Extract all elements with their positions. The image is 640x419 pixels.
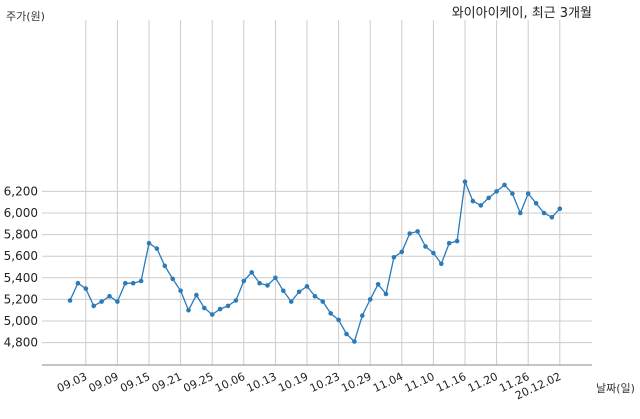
y-axis-label: 주가(원): [6, 10, 45, 23]
x-tick-label: 10.06: [213, 370, 247, 395]
data-point: [383, 291, 389, 297]
x-tick-label: 10.19: [276, 370, 310, 395]
x-tick-label: 11.20: [466, 370, 500, 395]
data-point: [462, 179, 468, 184]
x-tick-label: 09.25: [181, 370, 215, 395]
y-axis-tick-labels: 4,800 5,000 5,200 5,400 5,600 5,800 6,000 6,200: [4, 184, 38, 349]
data-point: [510, 191, 515, 196]
y-tick-label: 5,200: [4, 292, 38, 306]
data-point: [225, 303, 231, 309]
data-point: [352, 339, 357, 344]
data-point: [525, 191, 531, 196]
data-point: [67, 298, 73, 303]
x-tick-label: 11.10: [403, 370, 437, 395]
y-tick-label: 6,200: [4, 184, 38, 198]
data-point: [415, 229, 420, 234]
data-point: [391, 254, 397, 260]
chart-title: 와이아이케이, 최근 3개월: [452, 6, 592, 21]
x-tick-label: 10.29: [339, 370, 373, 395]
data-point: [241, 278, 247, 284]
data-point: [296, 289, 302, 295]
data-point: [494, 189, 499, 194]
data-point: [146, 240, 152, 246]
data-point: [533, 201, 539, 206]
x-tick-label: 09.21: [150, 370, 184, 395]
data-point: [367, 297, 373, 302]
data-point: [541, 210, 547, 216]
data-point: [257, 280, 262, 286]
y-tick-label: 5,600: [4, 249, 38, 263]
data-point: [446, 240, 452, 246]
x-axis-tick-labels: 09.0309.0909.1509.2109.2510.0610.1310.19…: [55, 370, 563, 402]
x-tick-label: 09.03: [55, 370, 89, 395]
x-tick-label: 10.23: [308, 370, 342, 395]
data-point: [478, 203, 484, 208]
data-point: [281, 288, 286, 294]
data-point: [320, 299, 326, 304]
horizontal-gridlines: [42, 190, 592, 344]
data-point: [162, 263, 168, 269]
data-point: [186, 307, 191, 313]
x-tick-label: 11.04: [371, 370, 405, 395]
data-point: [233, 298, 239, 303]
data-point: [336, 317, 341, 323]
data-point: [273, 275, 278, 281]
y-tick-label: 4,800: [4, 336, 38, 350]
data-point: [194, 292, 199, 298]
data-point: [549, 215, 555, 220]
data-point: [217, 306, 223, 312]
data-point: [288, 299, 294, 304]
x-tick-label: 09.09: [87, 370, 121, 395]
data-point: [304, 284, 310, 289]
data-point: [312, 293, 318, 299]
x-axis-label: 날짜(일): [596, 381, 635, 395]
data-point: [344, 331, 349, 337]
x-tick-label: 11.16: [434, 370, 468, 395]
data-point: [375, 282, 381, 287]
y-tick-label: 5,400: [4, 271, 38, 285]
data-point: [265, 283, 270, 288]
data-point: [130, 280, 136, 286]
data-point: [209, 312, 215, 317]
data-point: [423, 244, 428, 249]
price-data-points: [67, 179, 563, 344]
data-point: [83, 286, 89, 291]
data-point: [486, 195, 492, 201]
price-series-line: [69, 179, 561, 343]
data-point: [557, 206, 563, 211]
data-point: [328, 311, 334, 316]
vertical-gridlines: [85, 20, 561, 365]
data-point: [360, 313, 365, 318]
x-tick-label: 09.15: [118, 370, 152, 395]
data-point: [439, 261, 444, 267]
data-point: [431, 250, 436, 256]
data-point: [99, 299, 104, 304]
data-point: [518, 210, 523, 216]
data-point: [75, 280, 81, 286]
y-tick-label: 5,800: [4, 228, 38, 242]
data-point: [454, 238, 460, 244]
data-point: [154, 246, 160, 251]
data-point: [399, 249, 405, 255]
data-point: [407, 231, 413, 236]
data-point: [502, 182, 507, 188]
y-tick-label: 6,000: [4, 206, 38, 220]
data-point: [178, 288, 183, 294]
data-point: [202, 305, 207, 311]
data-point: [123, 280, 128, 286]
data-point: [91, 303, 96, 309]
data-point: [115, 299, 120, 304]
y-tick-label: 5,000: [4, 314, 38, 328]
data-point: [107, 293, 112, 299]
data-point: [249, 270, 254, 275]
x-tick-label: 10.13: [245, 370, 279, 395]
data-point: [470, 198, 476, 204]
data-point: [138, 278, 144, 284]
data-point: [170, 276, 175, 282]
